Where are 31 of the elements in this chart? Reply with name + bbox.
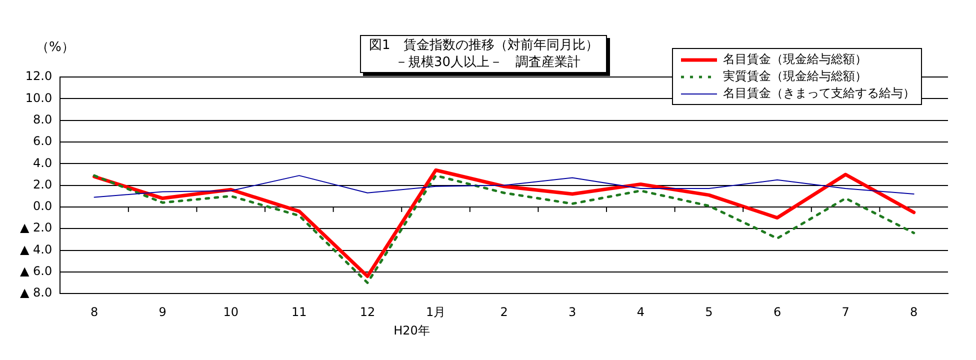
y-tick-label: 6.0 — [33, 134, 52, 148]
chart-subtitle: －規模30人以上－ 調査産業計 — [394, 54, 582, 71]
y-axis-title: （%） — [36, 39, 74, 56]
legend-label: 実質賃金（現金給与総額） — [723, 68, 867, 85]
x-tick-label: 9 — [158, 304, 166, 319]
text: H20年 — [394, 324, 430, 338]
x-tick-label: 8 — [910, 304, 918, 319]
x-tick-label: 1月 — [426, 304, 446, 319]
y-tick-label: 8.0 — [33, 112, 52, 126]
y-tick-label: ▲ 8.0 — [20, 286, 52, 300]
x-tick-label: 11 — [292, 304, 307, 319]
y-tick-label: 0.0 — [33, 199, 52, 214]
y-tick-label: 4.0 — [33, 156, 52, 170]
x-tick-label: 2 — [500, 304, 508, 319]
chart-title: 図1 賃金指数の推移（対前年同月比） — [369, 37, 598, 54]
y-tick-label: 2.0 — [33, 177, 52, 192]
x-tick-label: 3 — [568, 304, 576, 319]
x-tick-label: 8 — [90, 304, 98, 319]
x-tick-label: 6 — [773, 304, 782, 319]
legend-label: 名目賃金（きまって支給する給与） — [723, 85, 915, 102]
y-tick-label: ▲ 4.0 — [20, 242, 52, 256]
y-tick-label: 10.0 — [25, 90, 52, 105]
x-tick-label: 5 — [705, 304, 713, 319]
y-tick-label: 12.0 — [25, 69, 52, 84]
x-tick-label: 12 — [360, 304, 376, 319]
x-tick-label: 7 — [842, 304, 850, 319]
legend-label: 名目賃金（現金給与総額） — [723, 51, 867, 68]
y-tick-label: ▲ 2.0 — [20, 220, 52, 235]
y-tick-label: ▲ 6.0 — [20, 264, 52, 278]
x-tick-label: 4 — [636, 304, 644, 319]
x-tick-label: 10 — [223, 304, 239, 319]
